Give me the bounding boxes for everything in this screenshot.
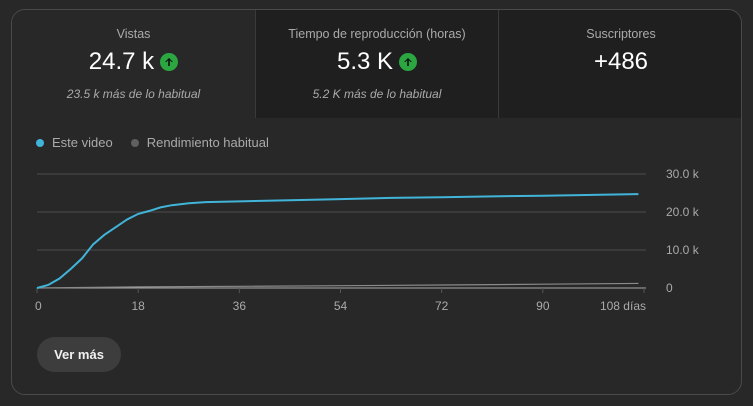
stat-value-row: 24.7 k xyxy=(12,47,255,77)
legend-dot-icon xyxy=(130,138,139,147)
stat-label: Tiempo de reproducción (horas) xyxy=(288,27,466,41)
stat-value: 24.7 k xyxy=(88,48,155,75)
chart-legend: Este video Rendimiento habitual xyxy=(36,135,287,150)
stat-watch-time[interactable]: Tiempo de reproducción (horas) 5.3 K 5.2… xyxy=(256,10,499,118)
stats-row: Vistas 24.7 k 23.5 k más de lo habitual … xyxy=(12,10,741,118)
stat-value-row: +486 xyxy=(499,47,741,77)
legend-item-typical: Rendimiento habitual xyxy=(130,135,269,150)
analytics-card: Vistas 24.7 k 23.5 k más de lo habitual … xyxy=(11,9,742,395)
svg-text:10.0 k: 10.0 k xyxy=(666,243,700,257)
svg-text:90: 90 xyxy=(536,299,550,313)
stat-comparison: 5.2 K más de lo habitual xyxy=(312,87,442,101)
stat-value: 5.3 K xyxy=(336,48,394,75)
legend-dot-icon xyxy=(36,138,44,147)
stat-comparison: 23.5 k más de lo habitual xyxy=(66,87,201,101)
svg-text:30.0 k: 30.0 k xyxy=(666,167,700,181)
svg-text:54: 54 xyxy=(334,299,348,313)
chart-gridlines xyxy=(36,173,646,293)
series-this-video-line[interactable] xyxy=(36,193,639,289)
svg-text:20.0 k: 20.0 k xyxy=(666,205,700,219)
stat-label: Vistas xyxy=(116,27,151,41)
legend-label: Este video xyxy=(52,135,113,150)
x-axis-labels: 0 18 36 54 72 90 108 días xyxy=(35,299,646,313)
legend-item-this-video: Este video xyxy=(36,135,113,150)
legend-label: Rendimiento habitual xyxy=(146,135,269,150)
y-axis-labels: 0 10.0 k 20.0 k 30.0 k xyxy=(666,167,700,295)
stat-subscribers[interactable]: Suscriptores +486 xyxy=(499,10,741,118)
stat-value-row: 5.3 K xyxy=(256,47,498,77)
stat-label: Suscriptores xyxy=(586,27,656,41)
svg-text:36: 36 xyxy=(233,299,247,313)
svg-text:108 días: 108 días xyxy=(600,299,646,313)
see-more-button[interactable]: Ver más xyxy=(37,337,121,372)
arrow-up-icon xyxy=(399,53,418,71)
svg-text:0: 0 xyxy=(35,299,42,313)
stat-value: +486 xyxy=(593,48,649,75)
arrow-up-icon xyxy=(160,53,179,71)
series-typical-line xyxy=(36,282,639,289)
svg-text:0: 0 xyxy=(666,281,673,295)
stat-views[interactable]: Vistas 24.7 k 23.5 k más de lo habitual xyxy=(12,10,256,118)
svg-text:72: 72 xyxy=(435,299,449,313)
line-chart: 0 10.0 k 20.0 k 30.0 k 0 18 36 54 72 90 108 días xyxy=(35,167,700,313)
svg-text:18: 18 xyxy=(131,299,145,313)
